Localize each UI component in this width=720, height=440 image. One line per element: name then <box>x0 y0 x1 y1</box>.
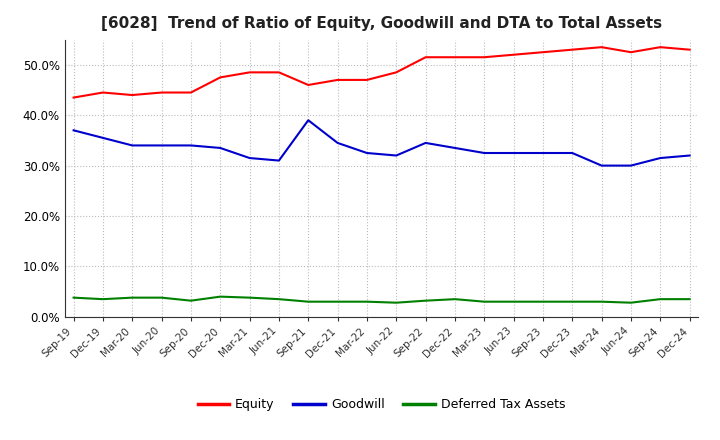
Deferred Tax Assets <box>157 295 166 300</box>
Line: Equity: Equity <box>73 47 690 98</box>
Equity <box>128 92 137 98</box>
Deferred Tax Assets <box>333 299 342 304</box>
Equity <box>157 90 166 95</box>
Deferred Tax Assets <box>685 297 694 302</box>
Goodwill <box>157 143 166 148</box>
Deferred Tax Assets <box>246 295 254 300</box>
Deferred Tax Assets <box>598 299 606 304</box>
Goodwill <box>656 155 665 161</box>
Equity <box>685 47 694 52</box>
Deferred Tax Assets <box>186 298 195 303</box>
Equity <box>216 75 225 80</box>
Equity <box>480 55 489 60</box>
Equity <box>598 44 606 50</box>
Deferred Tax Assets <box>626 300 635 305</box>
Goodwill <box>128 143 137 148</box>
Goodwill <box>186 143 195 148</box>
Equity <box>421 55 430 60</box>
Goodwill <box>363 150 372 156</box>
Deferred Tax Assets <box>304 299 312 304</box>
Equity <box>304 82 312 88</box>
Deferred Tax Assets <box>539 299 547 304</box>
Goodwill <box>480 150 489 156</box>
Goodwill <box>392 153 400 158</box>
Goodwill <box>333 140 342 146</box>
Goodwill <box>451 145 459 150</box>
Goodwill <box>274 158 283 163</box>
Equity <box>363 77 372 83</box>
Goodwill <box>626 163 635 168</box>
Deferred Tax Assets <box>509 299 518 304</box>
Goodwill <box>421 140 430 146</box>
Deferred Tax Assets <box>128 295 137 300</box>
Goodwill <box>304 117 312 123</box>
Deferred Tax Assets <box>99 297 107 302</box>
Deferred Tax Assets <box>480 299 489 304</box>
Legend: Equity, Goodwill, Deferred Tax Assets: Equity, Goodwill, Deferred Tax Assets <box>193 393 570 416</box>
Equity <box>539 50 547 55</box>
Line: Deferred Tax Assets: Deferred Tax Assets <box>73 297 690 303</box>
Equity <box>568 47 577 52</box>
Goodwill <box>246 155 254 161</box>
Deferred Tax Assets <box>568 299 577 304</box>
Equity <box>392 70 400 75</box>
Equity <box>99 90 107 95</box>
Goodwill <box>539 150 547 156</box>
Equity <box>274 70 283 75</box>
Goodwill <box>568 150 577 156</box>
Equity <box>509 52 518 57</box>
Equity <box>186 90 195 95</box>
Deferred Tax Assets <box>274 297 283 302</box>
Deferred Tax Assets <box>656 297 665 302</box>
Deferred Tax Assets <box>363 299 372 304</box>
Goodwill <box>598 163 606 168</box>
Goodwill <box>216 145 225 150</box>
Equity <box>451 55 459 60</box>
Equity <box>69 95 78 100</box>
Equity <box>656 44 665 50</box>
Deferred Tax Assets <box>451 297 459 302</box>
Deferred Tax Assets <box>69 295 78 300</box>
Goodwill <box>509 150 518 156</box>
Goodwill <box>99 135 107 140</box>
Equity <box>333 77 342 83</box>
Goodwill <box>69 128 78 133</box>
Equity <box>626 50 635 55</box>
Equity <box>246 70 254 75</box>
Deferred Tax Assets <box>216 294 225 299</box>
Line: Goodwill: Goodwill <box>73 120 690 165</box>
Deferred Tax Assets <box>392 300 400 305</box>
Goodwill <box>685 153 694 158</box>
Deferred Tax Assets <box>421 298 430 303</box>
Title: [6028]  Trend of Ratio of Equity, Goodwill and DTA to Total Assets: [6028] Trend of Ratio of Equity, Goodwil… <box>101 16 662 32</box>
